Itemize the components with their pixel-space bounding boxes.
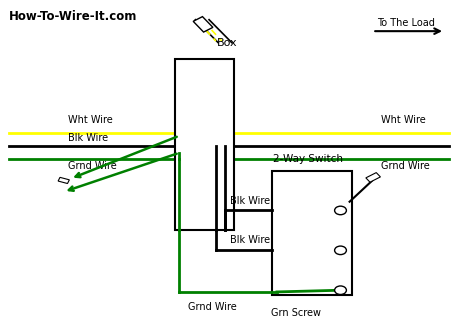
Text: To The Load: To The Load bbox=[377, 18, 434, 28]
Text: Grnd Wire: Grnd Wire bbox=[188, 302, 237, 312]
Text: Blk Wire: Blk Wire bbox=[230, 236, 270, 245]
Text: 2-Way Switch: 2-Way Switch bbox=[273, 154, 343, 164]
Text: Wht Wire: Wht Wire bbox=[381, 115, 426, 125]
Text: Wht Wire: Wht Wire bbox=[68, 115, 113, 125]
Bar bbox=[366, 173, 380, 182]
Bar bbox=[175, 59, 234, 230]
Bar bbox=[272, 171, 352, 295]
Bar bbox=[193, 17, 213, 32]
Circle shape bbox=[335, 246, 346, 255]
Text: Grnd Wire: Grnd Wire bbox=[381, 161, 430, 171]
Text: Blk Wire: Blk Wire bbox=[68, 133, 108, 143]
Text: How-To-Wire-It.com: How-To-Wire-It.com bbox=[9, 10, 138, 23]
Bar bbox=[58, 177, 69, 184]
Circle shape bbox=[335, 286, 346, 295]
Text: Grnd Wire: Grnd Wire bbox=[68, 161, 117, 171]
Text: Box: Box bbox=[217, 38, 237, 48]
Text: Grn Screw: Grn Screw bbox=[271, 308, 321, 318]
Circle shape bbox=[335, 206, 346, 215]
Text: Blk Wire: Blk Wire bbox=[230, 195, 270, 206]
